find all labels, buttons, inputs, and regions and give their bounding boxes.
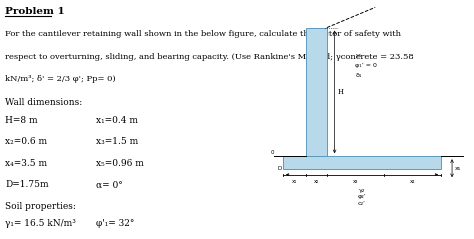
Text: D=1.75m: D=1.75m xyxy=(6,180,49,190)
Bar xyxy=(306,27,327,156)
Text: Wall dimensions:: Wall dimensions: xyxy=(6,98,83,107)
Text: φ'₁= 32°: φ'₁= 32° xyxy=(96,219,135,228)
Text: H=8 m: H=8 m xyxy=(6,116,38,125)
Bar xyxy=(283,156,441,169)
Text: Problem 1: Problem 1 xyxy=(6,7,65,16)
Text: x₅=0.96 m: x₅=0.96 m xyxy=(96,159,144,168)
Text: D: D xyxy=(278,166,282,171)
Text: x₂: x₂ xyxy=(314,179,319,184)
Text: Soil properties:: Soil properties: xyxy=(6,202,76,211)
Text: α= 0°: α= 0° xyxy=(96,180,123,190)
Text: x₂=0.6 m: x₂=0.6 m xyxy=(6,137,47,147)
Text: φ₁’ = 0: φ₁’ = 0 xyxy=(356,63,377,68)
Text: x₄=3.5 m: x₄=3.5 m xyxy=(6,159,47,168)
Text: 0: 0 xyxy=(270,150,274,155)
Text: γ₁= 16.5 kN/m³: γ₁= 16.5 kN/m³ xyxy=(6,219,76,228)
Text: H: H xyxy=(337,88,343,96)
Text: kN/m³; δ' = 2/3 φ'; Pp= 0): kN/m³; δ' = 2/3 φ'; Pp= 0) xyxy=(6,75,116,83)
Text: x₁=0.4 m: x₁=0.4 m xyxy=(96,116,138,125)
Text: x₅: x₅ xyxy=(455,166,461,171)
Text: For the cantilever retaining wall shown in the below figure, calculate the facto: For the cantilever retaining wall shown … xyxy=(6,30,401,38)
Text: x₄: x₄ xyxy=(410,179,415,184)
Text: respect to overturning, sliding, and bearing capacity. (Use Rankine's Method; γc: respect to overturning, sliding, and bea… xyxy=(6,53,414,60)
Text: γ₁: γ₁ xyxy=(356,53,362,58)
Text: δ₁: δ₁ xyxy=(356,73,362,78)
Text: x₁: x₁ xyxy=(292,179,297,184)
Text: γ₂
φ₂’
c₂’: γ₂ φ₂’ c₂’ xyxy=(358,188,366,206)
Text: x₃=1.5 m: x₃=1.5 m xyxy=(96,137,138,147)
Text: x₃: x₃ xyxy=(353,179,358,184)
